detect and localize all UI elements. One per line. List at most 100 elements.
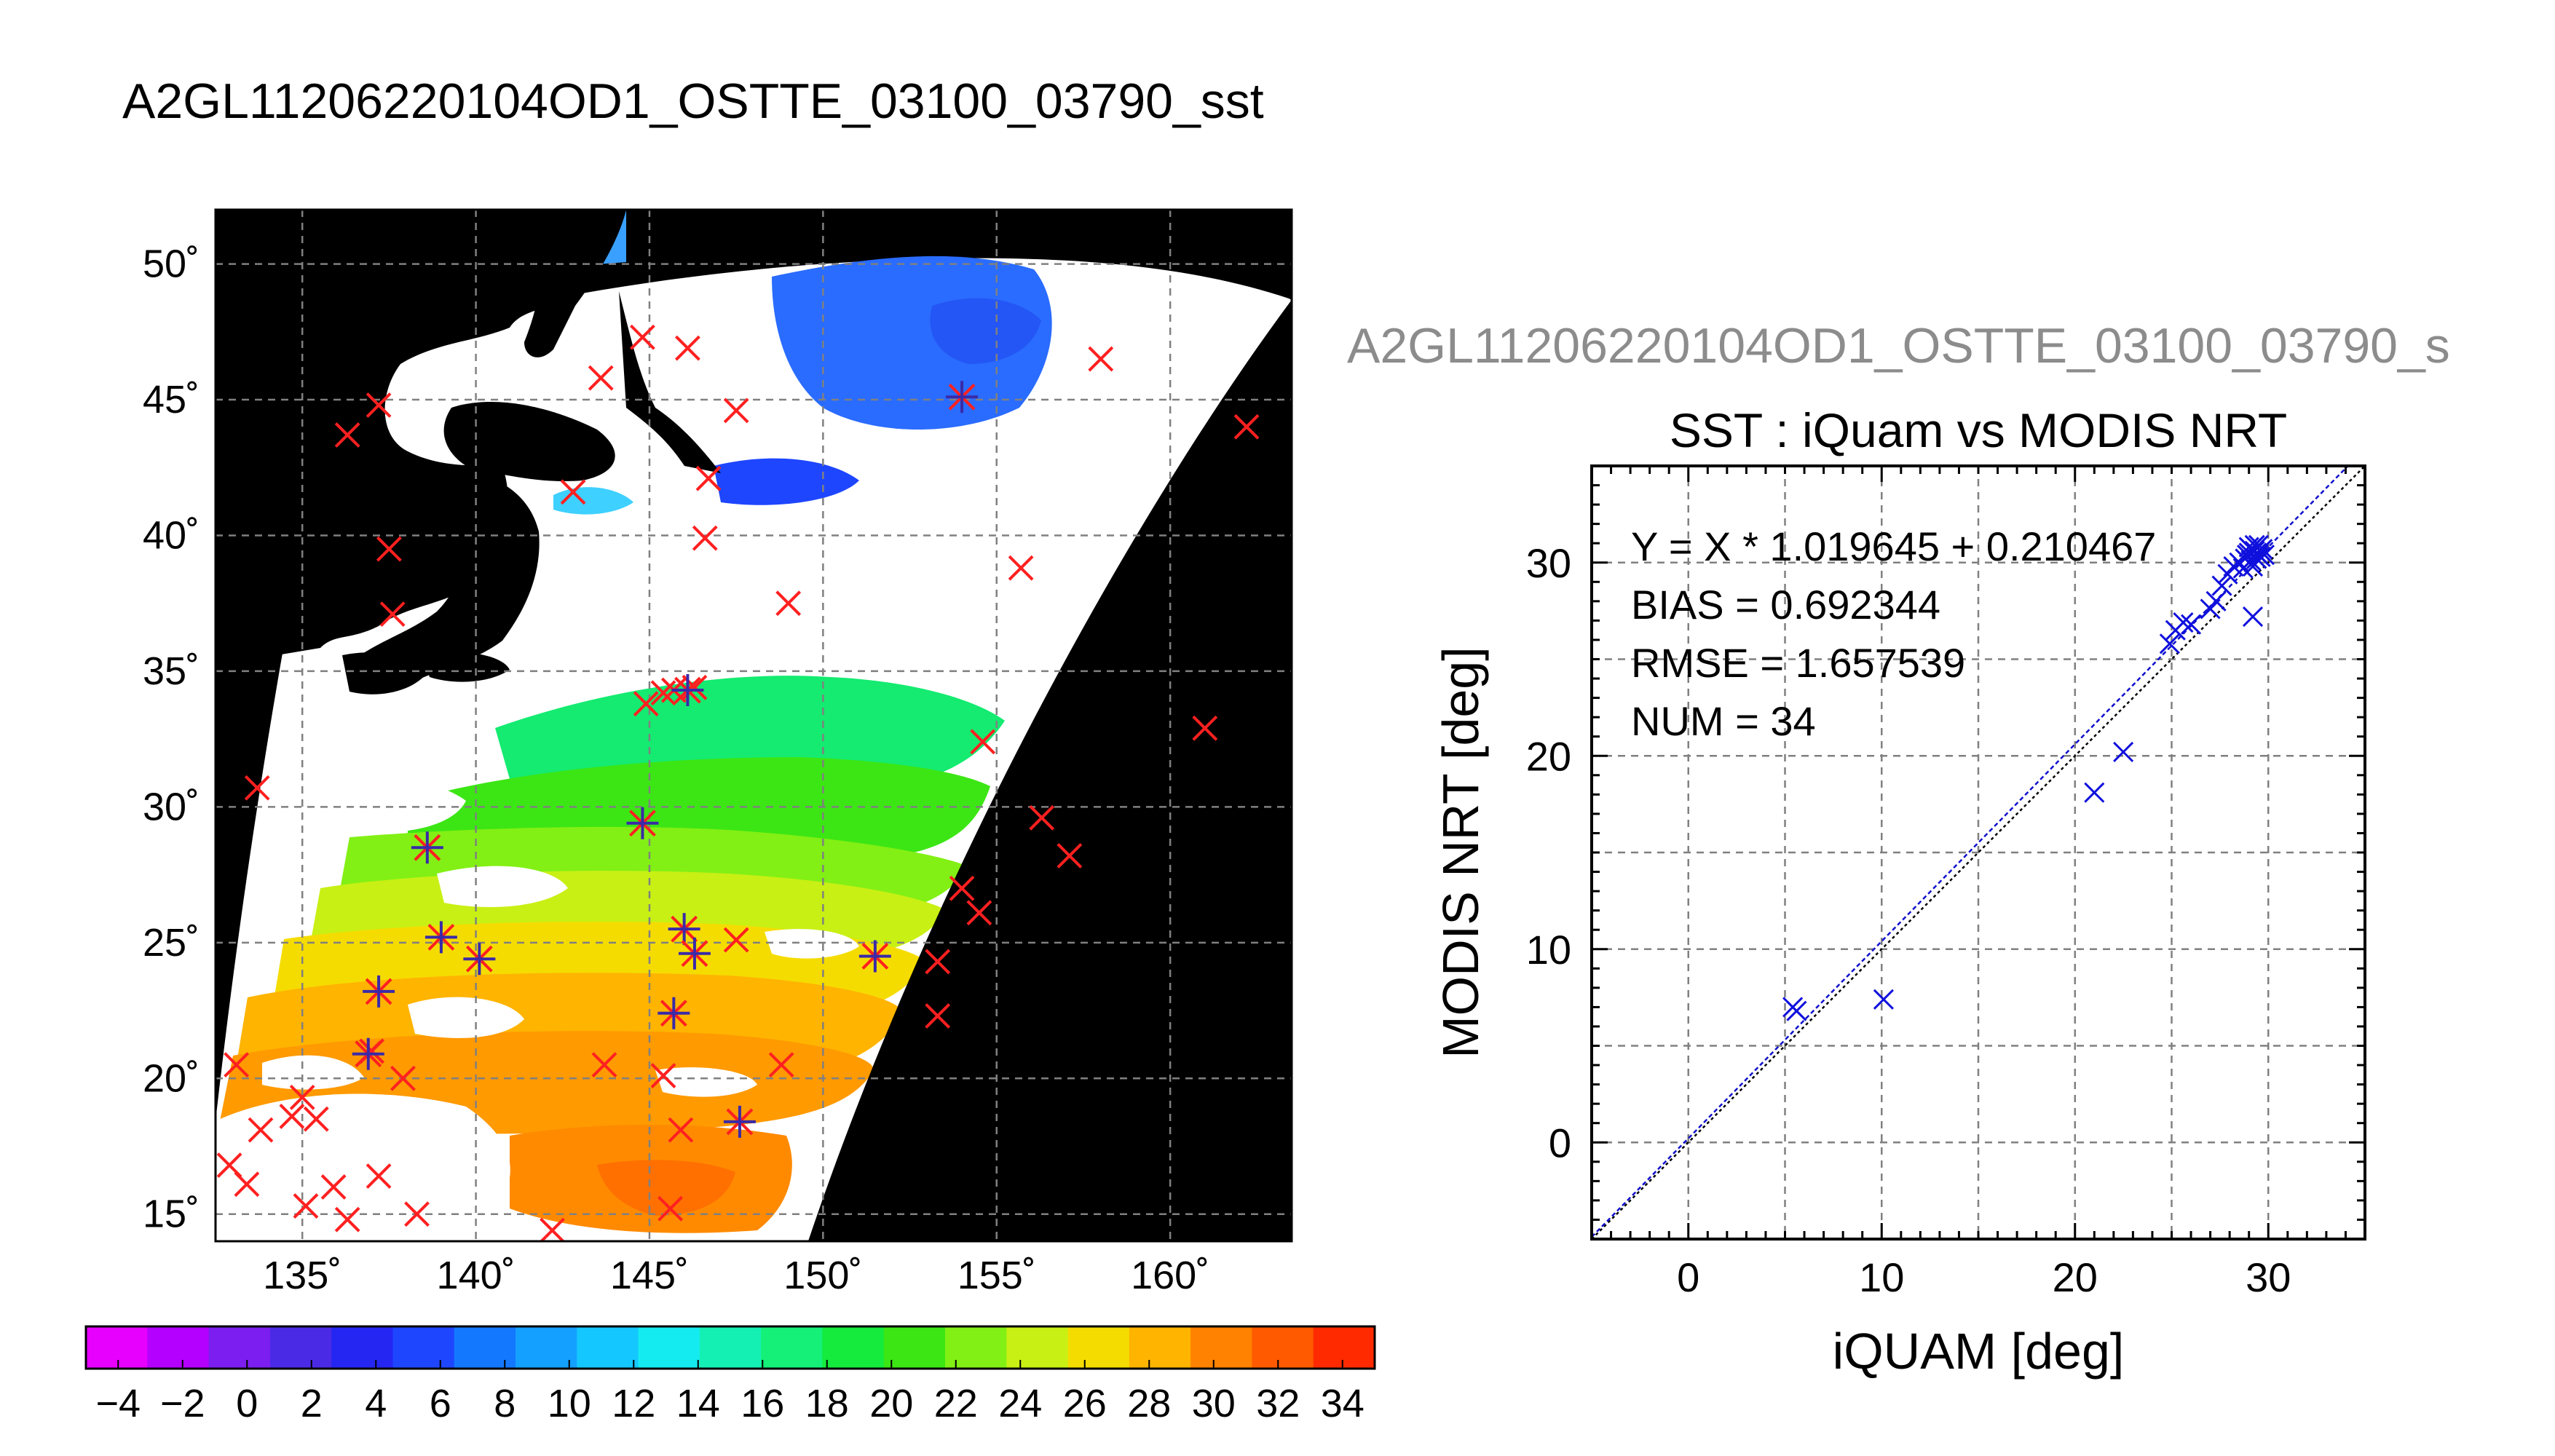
iquam-marker	[633, 691, 659, 717]
matchup-marker	[626, 807, 659, 839]
scatter-fit-lines	[1592, 466, 2365, 1239]
scatter-panel: SST : iQuam vs MODIS NRT 0 10 20 300102030 …	[1432, 403, 2366, 1380]
iquam-marker	[723, 397, 749, 424]
map-lat-tick-label: 20˚	[143, 1056, 200, 1100]
colorbar-swatch	[577, 1326, 639, 1369]
iquam-marker	[695, 465, 722, 491]
colorbar-tick-label: 24	[998, 1382, 1042, 1425]
colorbar-swatch	[761, 1326, 823, 1369]
map-lat-tick-label: 40˚	[143, 513, 200, 557]
colorbar-tick-label: 28	[1127, 1382, 1171, 1425]
cloud-patches	[216, 778, 859, 1241]
num-label: NUM = 34	[1631, 698, 1816, 744]
colorbar-swatch	[1067, 1326, 1130, 1369]
iquam-marker	[560, 479, 586, 505]
colorbar-tick-label: 22	[934, 1382, 978, 1425]
colorbar-tick-label: 16	[741, 1382, 784, 1425]
scatter-y-tick-label: 0	[1549, 1120, 1571, 1166]
scatter-point	[1786, 1000, 1807, 1021]
one-to-one-line	[1592, 466, 2365, 1239]
map-points	[216, 324, 1260, 1241]
colorbar-tick-label: 20	[869, 1382, 913, 1425]
scatter-x-tick-label: 0	[1677, 1254, 1699, 1300]
iquam-marker	[630, 324, 655, 350]
matchup-marker	[678, 937, 711, 970]
scatter-x-tick-label: 20	[2053, 1254, 2098, 1300]
iquam-marker	[244, 775, 270, 801]
iquam-marker	[224, 1052, 250, 1078]
iquam-marker	[925, 949, 951, 975]
colorbar-tick-label: 18	[805, 1382, 849, 1425]
iquam-marker	[925, 1003, 951, 1029]
scatter-point	[2205, 590, 2227, 612]
scatter-ticks: 0 10 20 30 0 10 20 30	[1526, 464, 2366, 1300]
colorbar-swatch	[1129, 1326, 1191, 1369]
iquam-marker	[966, 900, 992, 926]
colorbar-swatch	[269, 1326, 332, 1369]
matchup-marker	[946, 381, 979, 414]
iquam-marker	[279, 1104, 305, 1129]
iquam-marker	[334, 1206, 360, 1233]
scatter-points	[1782, 534, 2275, 1021]
iquam-marker	[366, 392, 392, 418]
scatter-y-tick-label: 30	[1526, 540, 1571, 586]
iquam-marker	[588, 365, 614, 391]
scatter-point	[2254, 545, 2275, 566]
iquam-marker	[775, 590, 802, 617]
matchup-marker	[352, 1037, 384, 1070]
matchup-marker	[668, 913, 700, 946]
matchup-marker	[424, 921, 457, 954]
colorbar-tick-label: 32	[1256, 1382, 1300, 1425]
map-lat-tick-label: 45˚	[143, 378, 200, 422]
colorbar-frame	[84, 1325, 1376, 1370]
colorbar: −4 −2 0 2 4 6 8 10 12 14 16 18 20 22 24 26 28 30 32 34	[84, 1325, 1376, 1425]
colorbar-swatch	[147, 1326, 210, 1369]
matchup-marker	[363, 975, 395, 1008]
colorbar-swatch	[208, 1326, 271, 1369]
colorbar-tick-label: 14	[676, 1382, 720, 1425]
iquam-marker	[657, 1195, 683, 1222]
matchup-marker	[463, 943, 496, 976]
map-frame	[214, 208, 1293, 1243]
colorbar-tick-label: 34	[1321, 1382, 1365, 1425]
colorbar-tick-label: 6	[430, 1382, 451, 1425]
colorbar-swatch	[699, 1326, 762, 1369]
colorbar-tick-label: 4	[365, 1382, 387, 1425]
iquam-marker	[668, 1117, 694, 1143]
colorbar-swatch	[945, 1326, 1007, 1369]
iquam-marker	[334, 422, 360, 448]
matchup-marker	[858, 940, 891, 973]
iquam-marker	[674, 335, 700, 361]
colorbar-swatch	[392, 1326, 455, 1369]
iquam-marker	[650, 1063, 676, 1088]
matchup-marker	[671, 674, 704, 707]
colorbar-tick-label: 30	[1192, 1382, 1236, 1425]
scatter-y-tick-label: 20	[1526, 733, 1571, 779]
scatter-point	[2159, 633, 2180, 654]
scatter-point	[2084, 782, 2105, 803]
iquam-marker	[234, 1171, 260, 1198]
scatter-point	[2235, 548, 2256, 569]
colorbar-swatch	[516, 1326, 577, 1369]
page-title: A2GL11206220104OD1_OSTTE_03100_03790_sst	[122, 74, 1264, 129]
sst-map-panel: 135˚ 140˚ 145˚ 150˚ 155˚ 160˚ 15˚ 20˚ 25˚ 30˚ 35˚ 4…	[143, 208, 1293, 1297]
colorbar-tick-label: 10	[548, 1382, 591, 1425]
rmse-label: RMSE = 1.657539	[1631, 640, 1965, 686]
fit-equation: Y = X * 1.019645 + 0.210467	[1631, 523, 2156, 569]
colorbar-swatch	[1190, 1326, 1252, 1369]
iquam-marker	[366, 1163, 392, 1189]
colorbar-swatch	[454, 1326, 516, 1369]
regression-line	[1592, 466, 2350, 1238]
iquam-marker	[540, 1217, 565, 1241]
iquam-marker	[248, 1117, 274, 1143]
scatter-ylabel: MODIS NRT [deg]	[1432, 646, 1489, 1058]
scatter-point	[2173, 612, 2194, 633]
map-lon-tick-label: 155˚	[957, 1254, 1036, 1297]
bias-label: BIAS = 0.692344	[1631, 582, 1940, 628]
colorbar-swatch	[883, 1326, 946, 1369]
colorbar-tick-label: −2	[160, 1382, 205, 1425]
iquam-marker	[1233, 414, 1260, 440]
scatter-x-tick-label: 10	[1859, 1254, 1904, 1300]
colorbar-swatch	[1006, 1326, 1069, 1369]
